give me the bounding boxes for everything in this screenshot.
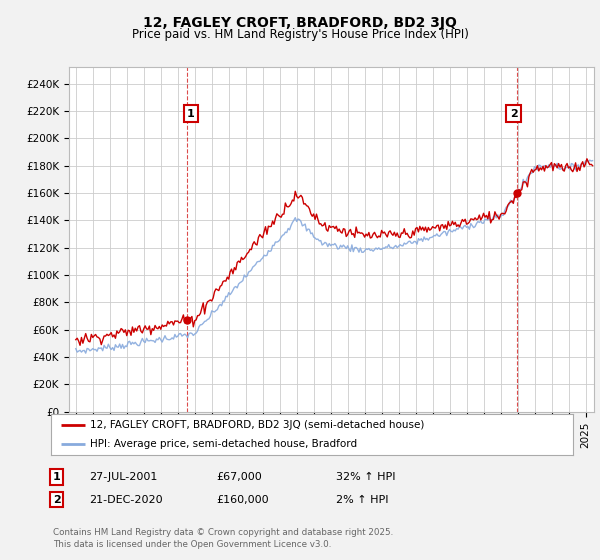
Text: Price paid vs. HM Land Registry's House Price Index (HPI): Price paid vs. HM Land Registry's House … [131,28,469,41]
Text: 2: 2 [53,494,61,505]
Text: 1: 1 [53,472,61,482]
Text: £160,000: £160,000 [216,494,269,505]
Text: 32% ↑ HPI: 32% ↑ HPI [336,472,395,482]
Text: 1: 1 [187,109,194,119]
Text: 2: 2 [510,109,518,119]
Text: 12, FAGLEY CROFT, BRADFORD, BD2 3JQ (semi-detached house): 12, FAGLEY CROFT, BRADFORD, BD2 3JQ (sem… [90,421,425,430]
Text: 21-DEC-2020: 21-DEC-2020 [89,494,163,505]
Text: £67,000: £67,000 [216,472,262,482]
Text: HPI: Average price, semi-detached house, Bradford: HPI: Average price, semi-detached house,… [90,439,357,449]
Text: 27-JUL-2001: 27-JUL-2001 [89,472,157,482]
Text: Contains HM Land Registry data © Crown copyright and database right 2025.
This d: Contains HM Land Registry data © Crown c… [53,528,393,549]
Text: 2% ↑ HPI: 2% ↑ HPI [336,494,389,505]
Text: 12, FAGLEY CROFT, BRADFORD, BD2 3JQ: 12, FAGLEY CROFT, BRADFORD, BD2 3JQ [143,16,457,30]
